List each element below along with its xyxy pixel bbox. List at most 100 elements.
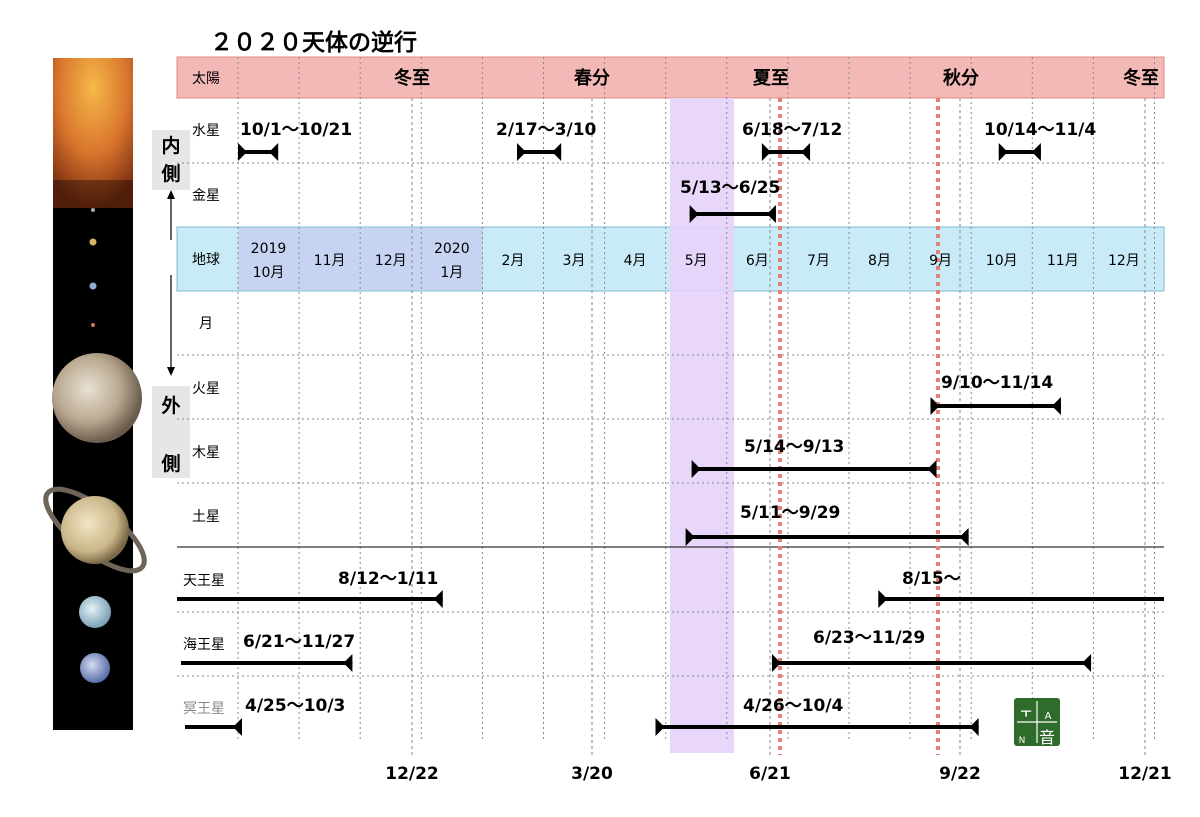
grid bbox=[177, 57, 1164, 740]
retrograde-interval-label: 5/11〜9/29 bbox=[740, 503, 840, 523]
logo: ㅜ A N 音 bbox=[1014, 698, 1060, 747]
sun-row-band bbox=[176, 56, 1165, 99]
bar-end-cap bbox=[801, 143, 811, 161]
month-label: 5月 bbox=[685, 253, 708, 269]
row-label: 金星 bbox=[192, 188, 220, 204]
retrograde-interval-label: 4/25〜10/3 bbox=[245, 696, 345, 716]
outer-label-1: 外 bbox=[161, 394, 180, 417]
bar-start-cap bbox=[517, 143, 527, 161]
bar-end-cap bbox=[1051, 397, 1061, 415]
season-date-label: 3/20 bbox=[571, 764, 613, 784]
earth-row-label: 地球 bbox=[192, 252, 220, 268]
bar-start-cap bbox=[238, 143, 247, 161]
bar-end-cap bbox=[233, 718, 243, 736]
month-label: 8月 bbox=[868, 253, 891, 269]
month-year-label: 2019 bbox=[251, 241, 287, 257]
month-label: 9月 bbox=[929, 253, 952, 269]
bar-start-cap bbox=[761, 143, 771, 161]
row-label: 海王星 bbox=[183, 637, 225, 653]
arrow-down-icon bbox=[167, 367, 175, 376]
bar-start-cap bbox=[771, 654, 781, 672]
inner-label-2: 側 bbox=[160, 163, 180, 185]
month-label: 3月 bbox=[563, 253, 586, 269]
bar-end-cap bbox=[766, 205, 776, 223]
retrograde-interval-label: 8/15〜 bbox=[902, 569, 961, 589]
retrograde-interval-label: 5/13〜6/25 bbox=[680, 178, 780, 198]
month-label: 7月 bbox=[807, 253, 830, 269]
outer-label-2: 側 bbox=[160, 453, 180, 475]
bar-end-cap bbox=[269, 143, 279, 161]
month-label: 1月 bbox=[440, 265, 463, 281]
month-label: 12月 bbox=[1108, 253, 1140, 269]
mars-image bbox=[91, 323, 95, 327]
venus-image bbox=[89, 238, 97, 246]
row-label: 火星 bbox=[192, 381, 220, 397]
bar-end-cap bbox=[969, 718, 979, 736]
saturn-image bbox=[61, 496, 129, 564]
sun-marker-label: 冬至 bbox=[394, 67, 430, 89]
logo-letter-on: 音 bbox=[1039, 728, 1055, 747]
month-label: 12月 bbox=[375, 253, 407, 269]
bar-start-cap bbox=[998, 143, 1008, 161]
inner-label-1: 内 bbox=[161, 134, 180, 157]
season-date-label: 12/22 bbox=[385, 764, 439, 784]
earth-image bbox=[89, 282, 97, 290]
bar-start-cap bbox=[689, 205, 699, 223]
row-label: 木星 bbox=[192, 445, 220, 461]
sun-marker-label: 冬至 bbox=[1123, 67, 1159, 89]
sun-marker-label: 夏至 bbox=[753, 68, 789, 89]
month-label: 6月 bbox=[746, 253, 769, 269]
season-lines bbox=[411, 98, 1146, 758]
month-label: 10月 bbox=[986, 253, 1018, 269]
month-year-label: 2020 bbox=[434, 241, 470, 257]
retrograde-interval-label: 5/14〜9/13 bbox=[744, 437, 844, 457]
month-label: 4月 bbox=[624, 253, 647, 269]
retrograde-interval-label: 8/12〜1/11 bbox=[338, 569, 438, 589]
bar-start-cap bbox=[655, 718, 665, 736]
bar-start-cap bbox=[685, 528, 695, 546]
sun-marker-label: 秋分 bbox=[943, 67, 979, 89]
retrograde-interval-label: 6/21〜11/27 bbox=[243, 632, 355, 652]
bar-start-cap bbox=[878, 590, 888, 608]
sun-markers: 太陽 冬至 春分 夏至 秋分 冬至 bbox=[192, 67, 1159, 89]
mercury-image bbox=[91, 208, 95, 212]
bar-end-cap bbox=[433, 590, 443, 608]
bar-end-cap bbox=[1082, 654, 1092, 672]
month-label: 11月 bbox=[1047, 253, 1079, 269]
arrow-up-icon bbox=[167, 190, 175, 199]
bar-end-cap bbox=[1031, 143, 1041, 161]
row-label: 冥王星 bbox=[183, 701, 225, 717]
row-label: 月 bbox=[199, 316, 213, 332]
sun-row-label: 太陽 bbox=[192, 71, 220, 87]
retrograde-interval-label: 10/1〜10/21 bbox=[240, 120, 352, 140]
row-label: 水星 bbox=[192, 123, 220, 139]
bar-end-cap bbox=[343, 654, 353, 672]
retrograde-interval-label: 10/14〜11/4 bbox=[984, 120, 1096, 140]
logo-letter-n: N bbox=[1019, 736, 1026, 746]
jupiter-image bbox=[52, 353, 142, 443]
bar-end-cap bbox=[959, 528, 969, 546]
logo-letter-a: A bbox=[1045, 711, 1052, 722]
svg-text:ㅜ: ㅜ bbox=[1020, 706, 1031, 720]
row-label: 土星 bbox=[192, 509, 220, 525]
month-label: 11月 bbox=[314, 253, 346, 269]
retrograde-interval-label: 9/10〜11/14 bbox=[941, 373, 1053, 393]
retrograde-bars: 10/1〜10/21 2/17〜3/10 6/18〜7/12 10/14〜11/4 5/… bbox=[177, 120, 1164, 736]
month-labels: 2019 10月 11月 12月 2020 1月 2月 3月 4月 5月 6月 7月 8月 9月 10月 11… bbox=[251, 241, 1140, 281]
month-label: 2月 bbox=[501, 253, 524, 269]
planet-strip bbox=[43, 58, 147, 730]
retrograde-interval-label: 6/18〜7/12 bbox=[742, 120, 842, 140]
highlight-column bbox=[670, 98, 734, 753]
retrograde-interval-label: 2/17〜3/10 bbox=[496, 120, 597, 140]
row-label: 天王星 bbox=[183, 573, 225, 589]
sun-marker-label: 春分 bbox=[574, 67, 610, 89]
uranus-image bbox=[79, 596, 111, 628]
bar-start-cap bbox=[691, 460, 701, 478]
season-date-label: 12/21 bbox=[1118, 764, 1172, 784]
month-label: 10月 bbox=[253, 265, 285, 281]
bar-start-cap bbox=[930, 397, 940, 415]
season-date-label: 9/22 bbox=[939, 764, 981, 784]
side-labels: 内 側 外 側 bbox=[152, 130, 190, 478]
